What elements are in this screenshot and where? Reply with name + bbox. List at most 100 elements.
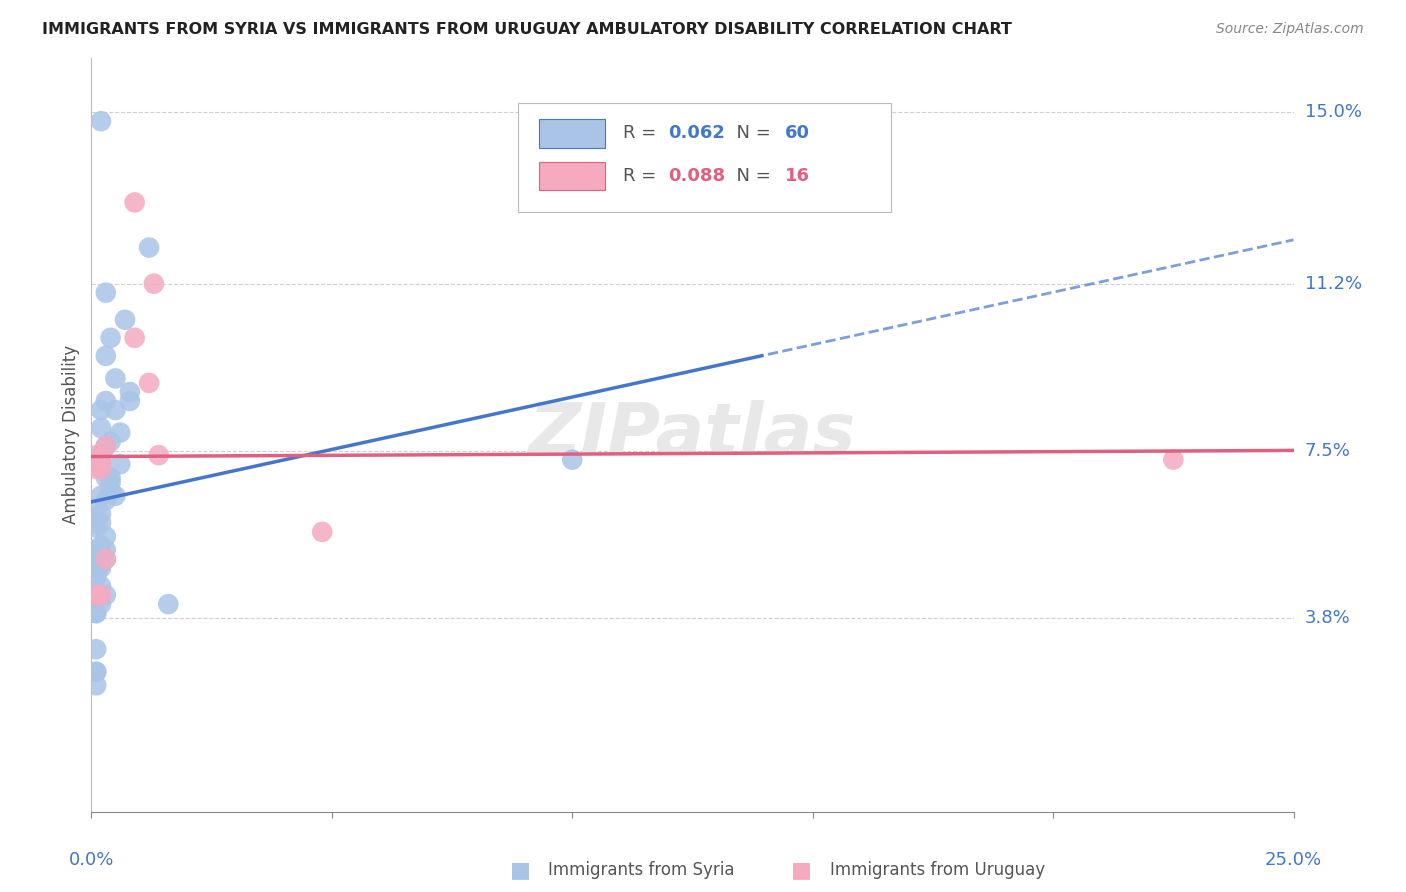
Point	[90, 561, 112, 575]
Point	[84, 588, 107, 602]
Point	[124, 331, 146, 345]
Point	[94, 588, 117, 602]
Point	[90, 588, 112, 602]
Point	[84, 502, 107, 516]
Point	[94, 552, 117, 566]
Point	[84, 570, 107, 584]
Point	[90, 557, 112, 571]
Point	[84, 606, 107, 620]
Text: 11.2%: 11.2%	[1305, 275, 1362, 293]
Point	[104, 371, 127, 385]
Point	[84, 583, 107, 598]
Point	[94, 529, 117, 543]
Point	[84, 642, 107, 657]
Text: 16: 16	[785, 167, 810, 186]
Point	[94, 471, 117, 485]
Text: 15.0%: 15.0%	[1305, 103, 1361, 121]
Point	[84, 461, 107, 475]
Text: IMMIGRANTS FROM SYRIA VS IMMIGRANTS FROM URUGUAY AMBULATORY DISABILITY CORRELATI: IMMIGRANTS FROM SYRIA VS IMMIGRANTS FROM…	[42, 22, 1012, 37]
Point	[90, 552, 112, 566]
Text: R =: R =	[623, 124, 662, 143]
Point	[90, 579, 112, 593]
Text: R =: R =	[623, 167, 662, 186]
Point	[311, 524, 333, 539]
Point	[118, 384, 141, 399]
Point	[110, 425, 132, 440]
Point	[84, 561, 107, 575]
Point	[84, 561, 107, 575]
Text: ■: ■	[510, 860, 530, 880]
Text: Immigrants from Syria: Immigrants from Syria	[548, 861, 735, 879]
Point	[1161, 452, 1184, 467]
Point	[100, 471, 122, 485]
Point	[114, 312, 136, 326]
Point	[94, 439, 117, 453]
Text: 0.0%: 0.0%	[69, 851, 114, 869]
Point	[90, 507, 112, 521]
Point	[100, 475, 122, 490]
Point	[124, 195, 146, 210]
Point	[104, 489, 127, 503]
Point	[84, 678, 107, 692]
Point	[104, 403, 127, 417]
Point	[84, 665, 107, 679]
Point	[84, 448, 107, 462]
Point	[90, 516, 112, 530]
Point	[90, 452, 112, 467]
Point	[90, 448, 112, 462]
Text: 0.088: 0.088	[668, 167, 725, 186]
Point	[90, 403, 112, 417]
Point	[84, 606, 107, 620]
Point	[118, 394, 141, 409]
Point	[94, 543, 117, 558]
Text: N =: N =	[725, 124, 776, 143]
Point	[138, 241, 160, 255]
Point	[100, 434, 122, 449]
Point	[84, 516, 107, 530]
Text: 7.5%: 7.5%	[1305, 442, 1351, 459]
Point	[110, 457, 132, 471]
Text: Source: ZipAtlas.com: Source: ZipAtlas.com	[1216, 22, 1364, 37]
Point	[90, 461, 112, 475]
Point	[84, 548, 107, 562]
Point	[90, 457, 112, 471]
Point	[90, 452, 112, 467]
Point	[142, 277, 165, 291]
Point	[84, 520, 107, 534]
Text: 3.8%: 3.8%	[1305, 608, 1350, 627]
Point	[84, 588, 107, 602]
Point	[94, 349, 117, 363]
FancyBboxPatch shape	[519, 103, 891, 212]
Point	[90, 114, 112, 128]
Point	[138, 376, 160, 390]
Y-axis label: Ambulatory Disability: Ambulatory Disability	[62, 345, 80, 524]
Point	[100, 331, 122, 345]
Text: ■: ■	[792, 860, 811, 880]
Point	[90, 538, 112, 552]
Point	[94, 439, 117, 453]
Point	[84, 665, 107, 679]
Point	[94, 394, 117, 409]
Text: ZIPatlas: ZIPatlas	[529, 401, 856, 469]
Point	[94, 439, 117, 453]
Point	[84, 552, 107, 566]
Point	[94, 552, 117, 566]
Text: 60: 60	[785, 124, 810, 143]
Text: N =: N =	[725, 167, 776, 186]
Point	[90, 489, 112, 503]
Point	[84, 543, 107, 558]
Text: 0.062: 0.062	[668, 124, 725, 143]
Point	[94, 493, 117, 508]
FancyBboxPatch shape	[538, 161, 605, 190]
Point	[84, 588, 107, 602]
Point	[561, 452, 583, 467]
Point	[157, 597, 180, 611]
Point	[94, 285, 117, 300]
Text: 25.0%: 25.0%	[1265, 851, 1322, 869]
Text: Immigrants from Uruguay: Immigrants from Uruguay	[830, 861, 1045, 879]
Point	[148, 448, 170, 462]
Point	[100, 484, 122, 499]
Point	[90, 597, 112, 611]
Point	[90, 421, 112, 435]
FancyBboxPatch shape	[538, 119, 605, 148]
